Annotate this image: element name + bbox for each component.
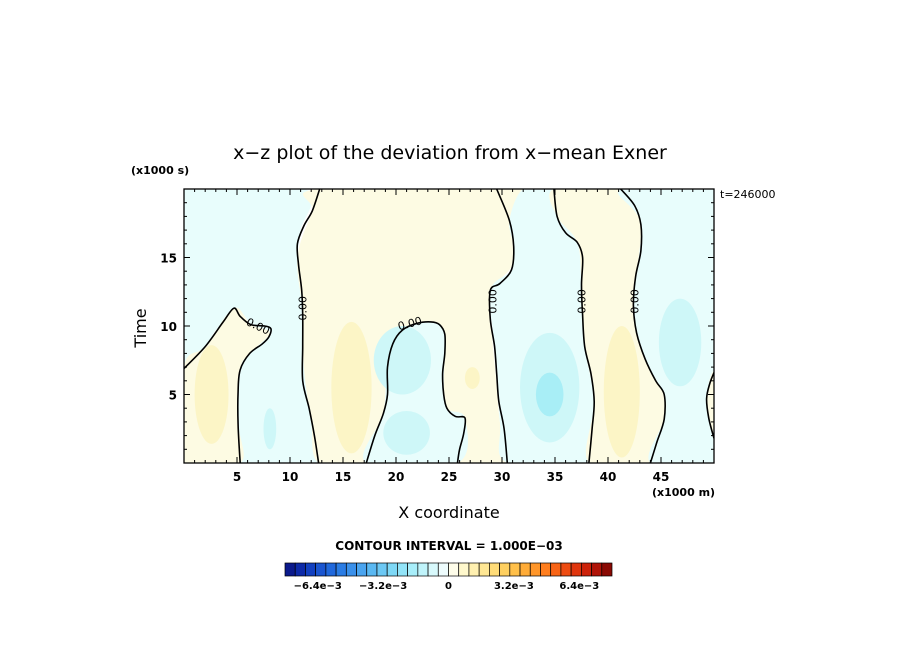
contour-label: 0.00 [629,289,642,314]
colorbar-swatch [570,562,582,577]
zero-contour-line [365,321,467,463]
contour-label: 0.00 [396,314,423,333]
y-tick-label: 10 [160,320,177,334]
colorbar-tick-label: −3.2e−3 [359,581,407,592]
contour-interval: CONTOUR INTERVAL = 1.000E−03 [335,539,562,553]
x-tick-label: 40 [600,470,617,484]
y-axis-label: Time [131,308,150,348]
x-axis-label: X coordinate [398,503,499,522]
chart-title: x−z plot of the deviation from x−mean Ex… [233,142,667,164]
x-tick-label: 45 [653,470,670,484]
x-tick-label: 20 [388,470,405,484]
anomaly-blob-negative [373,326,431,395]
x-tick-label: 10 [282,470,299,484]
colorbar-swatch [499,562,511,577]
colorbar-tick-label: −6.4e−3 [294,581,342,592]
x-tick-label: 25 [441,470,458,484]
anomaly-blob-negative [383,410,430,455]
y-tick-label: 15 [160,252,177,266]
colorbar-swatch [345,562,357,577]
y-tick-label: 5 [169,389,177,403]
zero-contour-line [488,189,515,463]
colorbar-swatch [315,562,327,577]
contour-label: 0.00 [486,289,499,314]
plot-field: 0.000.000.000.00 0.00 0.00 [184,189,714,463]
x-tick-label: 30 [494,470,511,484]
anomaly-blob-negative [263,408,277,450]
colorbar-swatch [294,562,306,577]
colorbar-swatch [284,562,296,577]
time-stamp: t=246000 [720,188,776,201]
colorbar-swatch [591,562,603,577]
colorbar-swatch [437,562,449,577]
colorbar-swatch [397,562,408,577]
colorbar-swatch [560,562,572,577]
x-tick-label: 15 [335,470,352,484]
colorbar-swatch [519,562,531,577]
shaded-anomalies [194,298,702,458]
colorbar-swatch [356,562,368,577]
colorbar-swatch [448,562,460,577]
contour-label: 0.00 [297,296,310,321]
colorbar-tick-labels: −6.4e−3 −3.2e−3 0 3.2e−3 6.4e−3 [294,581,600,592]
colorbar-swatch [458,562,470,577]
y-axis-unit: (x1000 s) [131,164,189,177]
y-axis-ticks: 5 10 15 [160,202,714,450]
x-tick-label: 35 [547,470,564,484]
colorbar-tick-label: 0 [445,581,452,592]
colorbar-swatch [550,562,562,577]
colorbar-swatch [478,562,490,577]
colorbar-swatch [417,562,429,577]
colorbar-swatch [386,562,398,577]
zero-contour-line [620,189,666,463]
anomaly-blob-positive [331,321,372,454]
colorbar-swatch [601,562,613,577]
zero-contour-line [553,189,596,463]
colorbar-swatch [540,562,552,577]
anomaly-blob-positive [194,345,229,444]
colorbar-swatch [509,562,521,577]
contour-label-text: 0.00 [576,289,589,314]
anomaly-blob-negative [535,372,564,417]
colorbar-swatch [468,562,480,577]
colorbar-swatch [489,562,500,577]
colorbar-swatch [580,562,592,577]
x-tick-label: 5 [233,470,241,484]
colorbar-swatch [407,562,419,577]
contour-labels: 0.000.000.000.00 0.00 0.00 [244,289,642,337]
contour-label-text: 0.00 [486,289,499,314]
colorbar-swatch [305,562,317,577]
colorbar-swatch [335,562,347,577]
x-axis-ticks: 5 10 15 20 25 30 35 40 45 [194,189,704,484]
contour-label: 0.00 [576,289,589,314]
contour-label-text: 0.00 [629,289,642,314]
colorbar-swatch [366,562,378,577]
zero-contour-line [705,372,714,439]
anomaly-blob-positive [603,326,640,458]
colorbar-swatch [529,562,541,577]
anomaly-blob-positive [464,367,480,390]
colorbar-swatch [325,562,337,577]
zero-contour-line [184,307,272,463]
colorbar-tick-label: 6.4e−3 [559,581,599,592]
colorbar-swatch [427,562,439,577]
anomaly-blob-negative [658,298,702,387]
contour-label-text: 0.00 [297,296,310,321]
colorbar [284,562,613,577]
colorbar-tick-label: 3.2e−3 [494,581,534,592]
colorbar-swatch [376,562,388,577]
zero-contours [184,189,714,463]
zero-contour-line [296,189,321,463]
contour-label-text: 0.00 [396,314,423,333]
x-axis-unit: (x1000 m) [652,486,715,499]
